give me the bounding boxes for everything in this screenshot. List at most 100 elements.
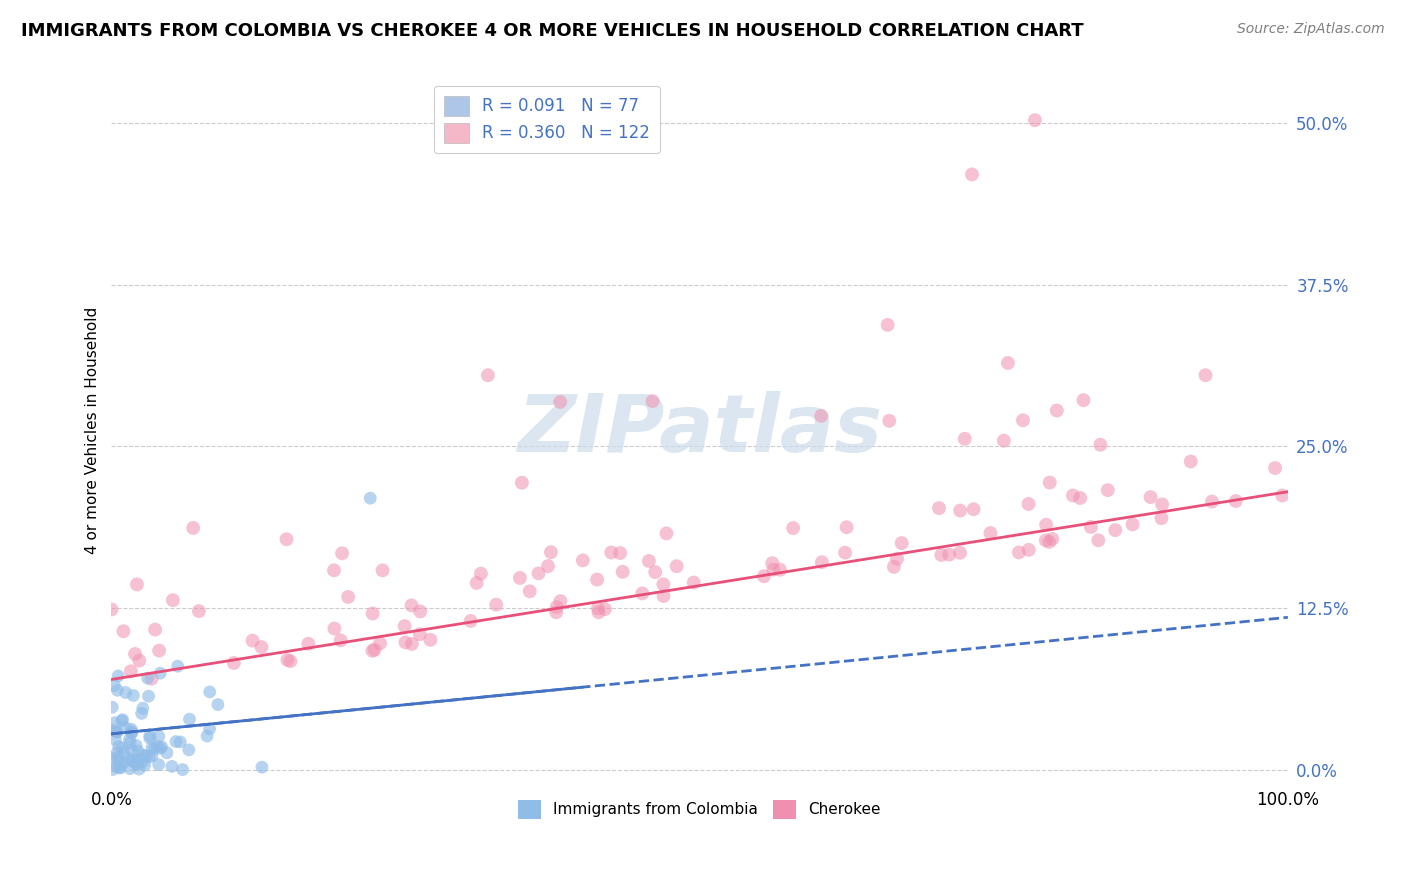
Point — [470, 566, 492, 581]
Point — [120, 665, 142, 679]
Point — [114, 685, 136, 699]
Point — [363, 642, 385, 657]
Point — [129, 752, 152, 766]
Point — [131, 748, 153, 763]
Point — [641, 394, 664, 409]
Point — [148, 643, 170, 657]
Point — [107, 669, 129, 683]
Point — [195, 729, 218, 743]
Point — [394, 619, 416, 633]
Point — [177, 743, 200, 757]
Point — [371, 563, 394, 577]
Point — [953, 432, 976, 446]
Point — [510, 475, 533, 490]
Point — [125, 577, 148, 591]
Point — [928, 501, 950, 516]
Point — [1080, 520, 1102, 534]
Y-axis label: 4 or more Vehicles in Household: 4 or more Vehicles in Household — [86, 307, 100, 554]
Point — [546, 600, 568, 615]
Point — [509, 571, 531, 585]
Point — [198, 722, 221, 736]
Point — [949, 503, 972, 517]
Point — [477, 368, 499, 383]
Point — [810, 409, 832, 423]
Point — [166, 659, 188, 673]
Point — [150, 739, 173, 754]
Point — [1017, 497, 1039, 511]
Point — [111, 714, 134, 728]
Point — [136, 671, 159, 685]
Point — [128, 654, 150, 668]
Point — [419, 632, 441, 647]
Point — [276, 533, 298, 547]
Point — [149, 741, 172, 756]
Point — [1090, 438, 1112, 452]
Point — [101, 723, 124, 737]
Point — [1150, 511, 1173, 525]
Point — [401, 637, 423, 651]
Point — [156, 746, 179, 760]
Point — [409, 604, 432, 618]
Point — [131, 755, 153, 769]
Point — [100, 602, 122, 616]
Point — [682, 575, 704, 590]
Point — [105, 746, 128, 760]
Point — [276, 653, 298, 667]
Point — [105, 725, 128, 739]
Point — [609, 546, 631, 560]
Point — [172, 763, 194, 777]
Point — [993, 434, 1015, 448]
Point — [187, 604, 209, 618]
Point — [139, 731, 162, 746]
Point — [465, 576, 488, 591]
Point — [655, 526, 678, 541]
Point — [111, 741, 134, 756]
Point — [125, 739, 148, 753]
Point — [108, 752, 131, 766]
Point — [886, 551, 908, 566]
Point — [394, 635, 416, 649]
Point — [1087, 533, 1109, 548]
Point — [600, 545, 623, 559]
Point — [148, 730, 170, 744]
Point — [876, 318, 898, 332]
Point — [135, 748, 157, 763]
Legend: Immigrants from Colombia, Cherokee: Immigrants from Colombia, Cherokee — [512, 794, 887, 825]
Point — [1121, 517, 1143, 532]
Point — [110, 761, 132, 775]
Point — [652, 577, 675, 591]
Point — [631, 586, 654, 600]
Point — [181, 521, 204, 535]
Point — [1046, 403, 1069, 417]
Point — [1069, 491, 1091, 505]
Point — [782, 521, 804, 535]
Point — [665, 559, 688, 574]
Point — [368, 636, 391, 650]
Point — [931, 548, 953, 562]
Point — [1073, 393, 1095, 408]
Point — [586, 573, 609, 587]
Point — [361, 607, 384, 621]
Point — [537, 559, 560, 574]
Point — [162, 593, 184, 607]
Point — [103, 679, 125, 693]
Point — [146, 739, 169, 754]
Point — [242, 633, 264, 648]
Point — [101, 700, 124, 714]
Point — [111, 756, 134, 770]
Point — [1035, 533, 1057, 548]
Point — [485, 598, 508, 612]
Point — [138, 729, 160, 743]
Point — [198, 685, 221, 699]
Point — [329, 633, 352, 648]
Point — [960, 168, 983, 182]
Point — [250, 640, 273, 654]
Point — [401, 599, 423, 613]
Point — [359, 491, 381, 506]
Point — [1018, 542, 1040, 557]
Point — [938, 548, 960, 562]
Point — [323, 622, 346, 636]
Point — [612, 565, 634, 579]
Point — [834, 546, 856, 560]
Point — [134, 758, 156, 772]
